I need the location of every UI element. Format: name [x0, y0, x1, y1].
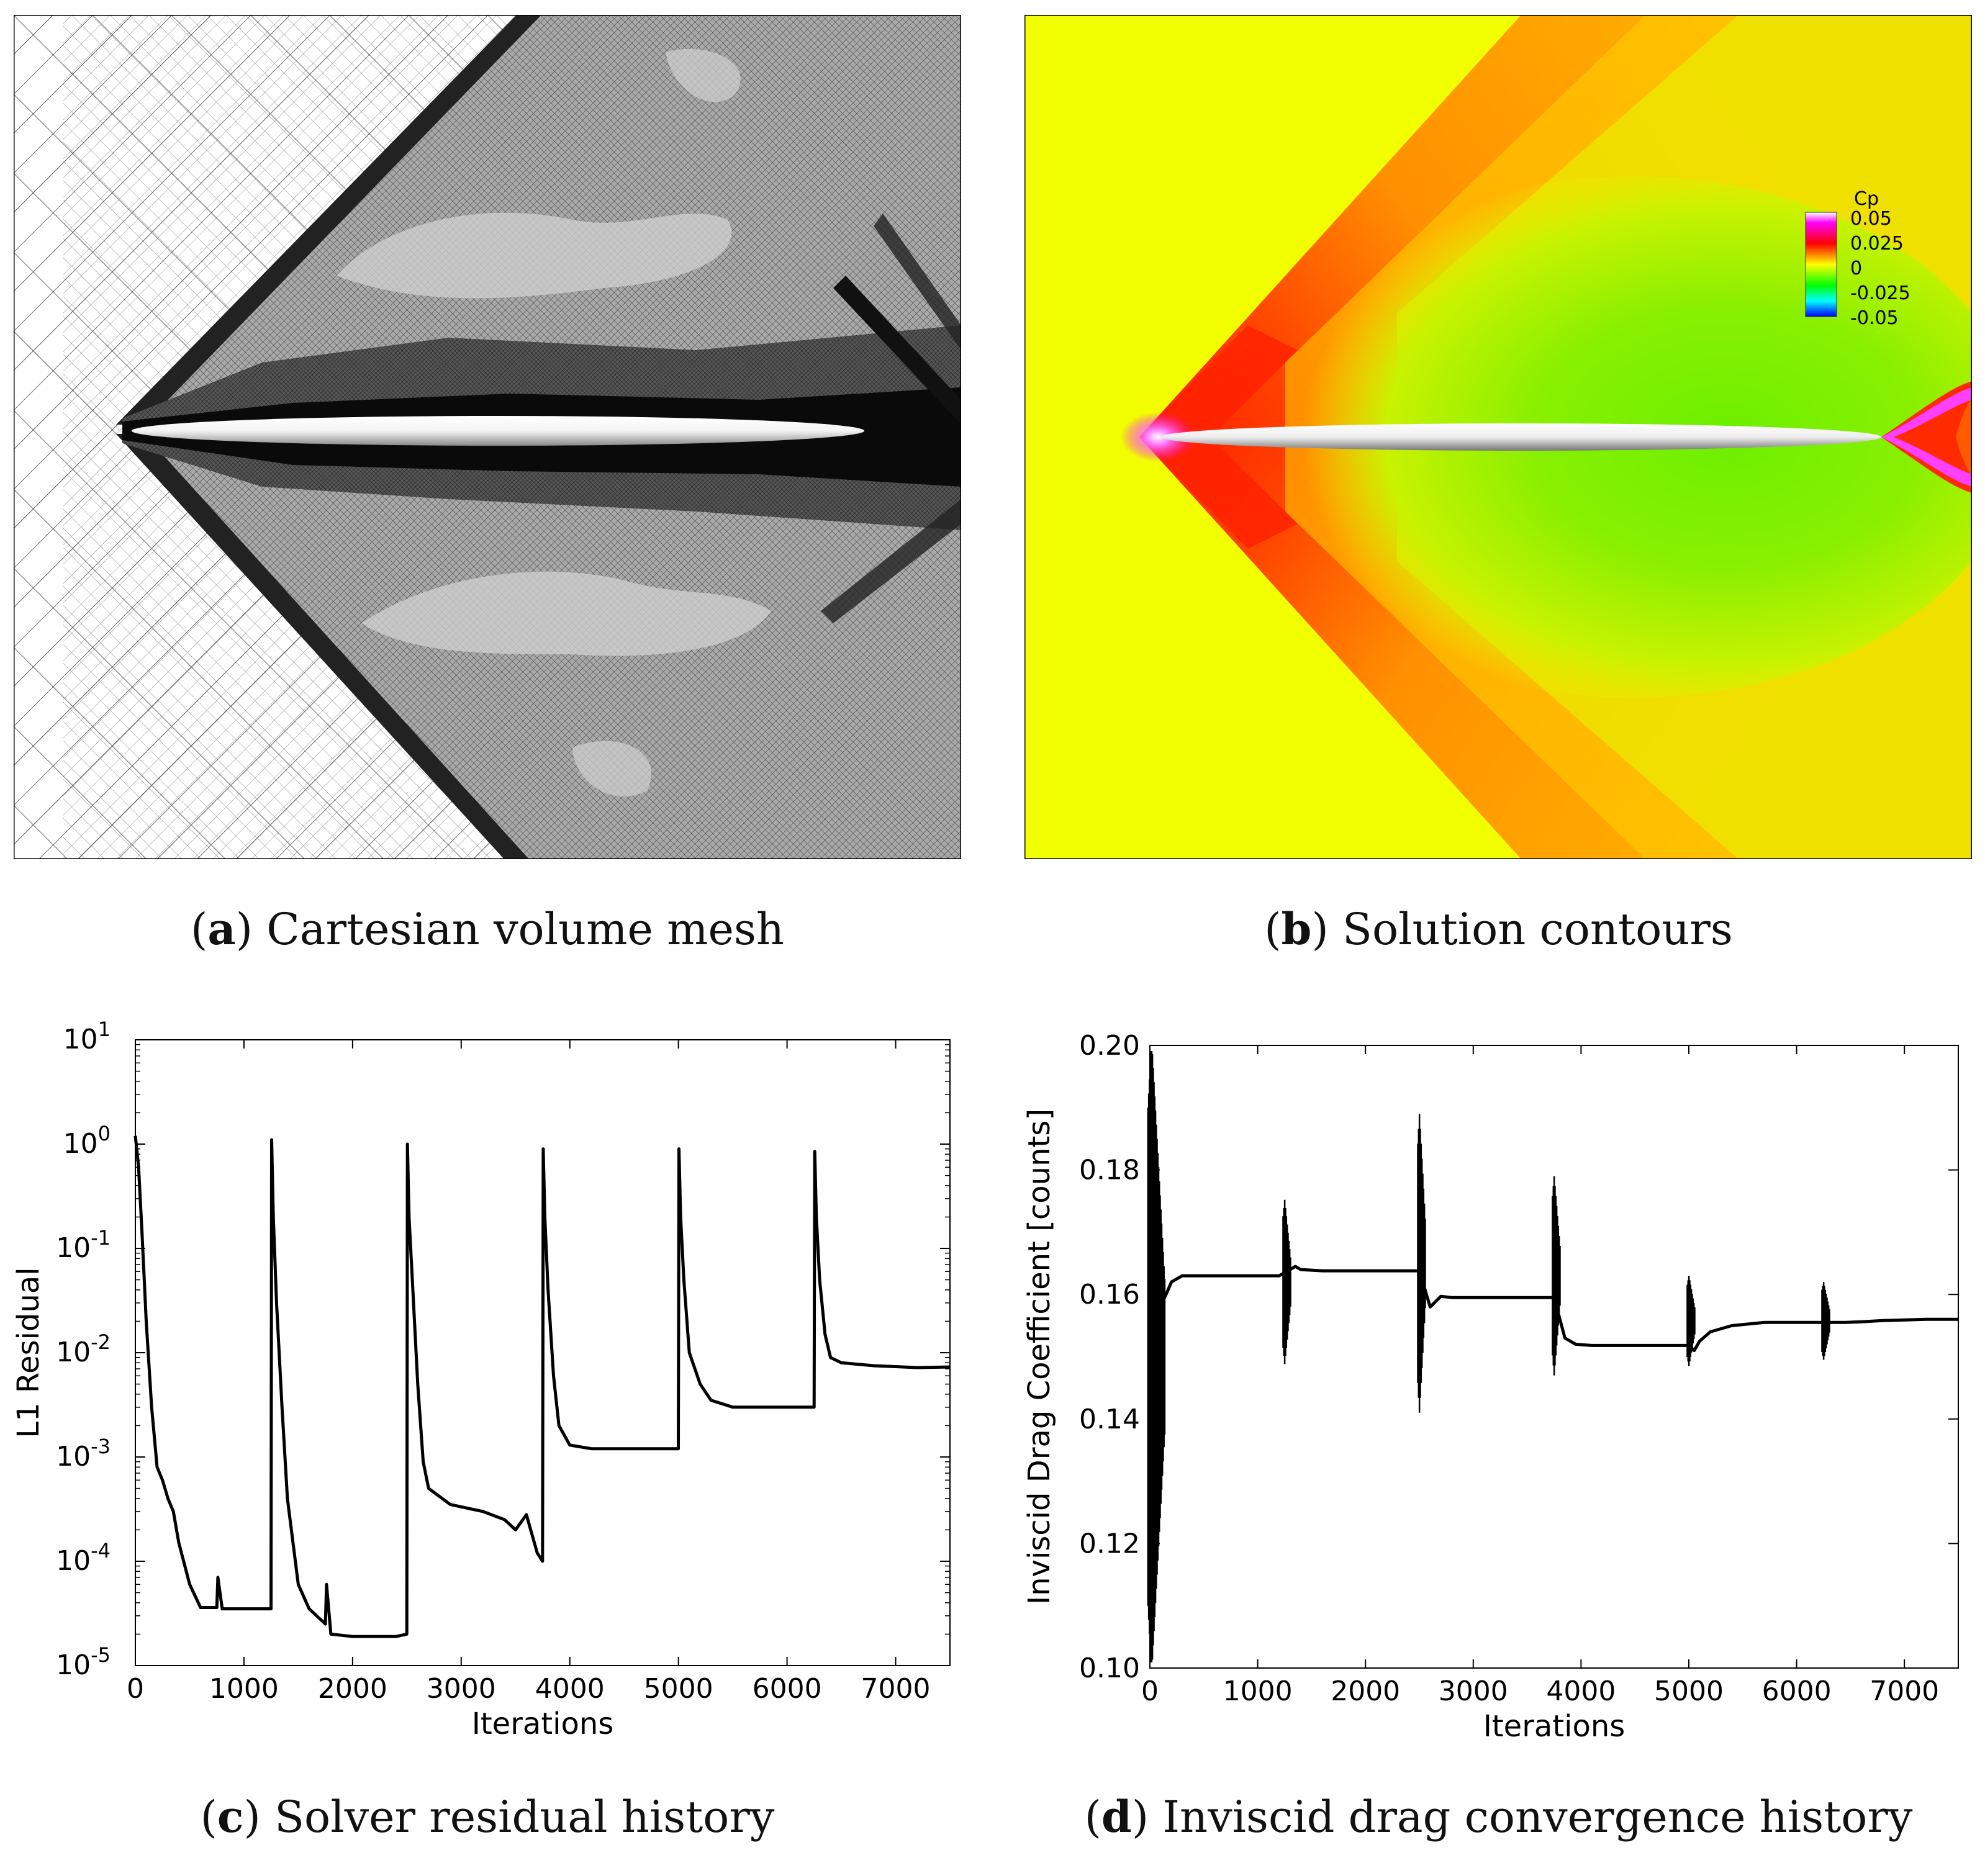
y-tick-label: 0.20: [1079, 1030, 1140, 1062]
x-tick-label: 1000: [209, 1673, 279, 1705]
residual-chart-svg: 0 1000 2000 3000 4000 5000 6000 700010-510-410-…: [11, 1017, 951, 1741]
y-tick-base: 10: [63, 1024, 98, 1055]
x-tick-label: 3000: [1439, 1675, 1508, 1707]
legend-label-1: 0.05: [1850, 208, 1892, 230]
y-tick-base: 10: [56, 1337, 91, 1368]
residual-chart: 0 1000 2000 3000 4000 5000 6000 7000 10-5 10-4 10-…: [0, 1006, 969, 1757]
x-tick-label: 4000: [1546, 1675, 1616, 1707]
y-tick-label: 10-5: [56, 1643, 111, 1681]
y-tick-label: 0.18: [1079, 1155, 1140, 1186]
y-tick-label: 101: [63, 1017, 111, 1055]
x-axis-label: Iterations: [472, 1707, 614, 1741]
y-tick-exponent: 0: [98, 1122, 111, 1145]
x-tick-label: 4000: [535, 1673, 605, 1705]
y-tick-label: 0.16: [1079, 1279, 1140, 1310]
x-tick-label: 7000: [1870, 1675, 1939, 1707]
caption-c: (c) Solver residual history: [200, 1791, 775, 1842]
y-tick-base: 10: [56, 1441, 91, 1472]
drag-chart-svg: 0 1000 2000 3000 4000 5000 6000 7000 0.10 0.12 0.1…: [1022, 1030, 1959, 1744]
x-tick-label: 2000: [1331, 1675, 1400, 1707]
caption-b: (b) Solution contours: [1264, 903, 1733, 955]
y-tick-base: 10: [56, 1232, 91, 1264]
x-tick-label: 7000: [861, 1673, 931, 1705]
y-tick-label: 100: [63, 1122, 111, 1160]
y-tick-base: 10: [56, 1649, 91, 1681]
cp-legend: Cp 0.05 0.025 0 -0.025 -0.05: [1805, 188, 1910, 329]
caption-d: (d) Inviscid drag convergence history: [1084, 1791, 1913, 1842]
mesh-image: [13, 14, 962, 860]
y-tick-label: 10-1: [56, 1226, 111, 1264]
mesh-panel: [13, 14, 962, 860]
y-tick-exponent: -2: [91, 1330, 111, 1354]
x-tick-label: 1000: [1223, 1675, 1293, 1707]
plot-frame: [135, 1039, 951, 1666]
series-line: [1148, 1265, 1958, 1352]
x-tick-label: 6000: [753, 1673, 822, 1705]
x-tick-label: 3000: [427, 1673, 496, 1705]
x-tick-label: 2000: [318, 1673, 387, 1705]
x-tick-label: 5000: [1654, 1675, 1724, 1707]
y-axis-label: Inviscid Drag Coefficient [counts]: [1022, 1109, 1057, 1605]
y-tick-base: 10: [56, 1545, 91, 1577]
y-tick-label: 0.12: [1079, 1528, 1140, 1559]
x-tick-label: 5000: [644, 1673, 713, 1705]
y-tick-label: 10-3: [56, 1435, 111, 1472]
x-tick-label: 6000: [1762, 1675, 1832, 1707]
y-tick-exponent: -1: [91, 1226, 111, 1250]
y-tick-exponent: 1: [98, 1017, 111, 1041]
x-tick-label: 0: [127, 1673, 144, 1705]
body-shape-contour: [1161, 423, 1881, 451]
contour-image: Cp 0.05 0.025 0 -0.025 -0.05: [1024, 14, 1985, 860]
y-tick-label: 10-2: [56, 1330, 111, 1368]
contour-panel: Cp 0.05 0.025 0 -0.025 -0.05: [1024, 14, 1985, 860]
y-tick-label: 10-4: [56, 1539, 111, 1577]
y-tick-exponent: -5: [91, 1643, 111, 1667]
x-tick-label: 0: [1141, 1675, 1159, 1707]
legend-label-3: 0: [1850, 258, 1862, 279]
y-tick-label: 0.14: [1079, 1404, 1140, 1435]
caption-a: (a) Cartesian volume mesh: [191, 903, 784, 955]
legend-label-2: 0.025: [1850, 233, 1904, 255]
body-shape: [132, 416, 864, 446]
legend-label-5: -0.05: [1850, 307, 1899, 329]
plot-frame: [1149, 1045, 1959, 1669]
series-line: [133, 1135, 951, 1638]
x-axis-label: Iterations: [1483, 1709, 1626, 1744]
legend-title: Cp: [1854, 188, 1879, 210]
drag-chart: 0 1000 2000 3000 4000 5000 6000 7000 0.10 0.12 0.1…: [1012, 1006, 1985, 1757]
y-tick-exponent: -4: [91, 1539, 111, 1563]
y-tick-base: 10: [63, 1128, 98, 1160]
y-tick-label: 0.10: [1079, 1653, 1140, 1684]
y-axis-label: L1 Residual: [11, 1267, 46, 1438]
legend-label-4: -0.025: [1850, 282, 1910, 304]
y-tick-exponent: -3: [91, 1435, 111, 1458]
